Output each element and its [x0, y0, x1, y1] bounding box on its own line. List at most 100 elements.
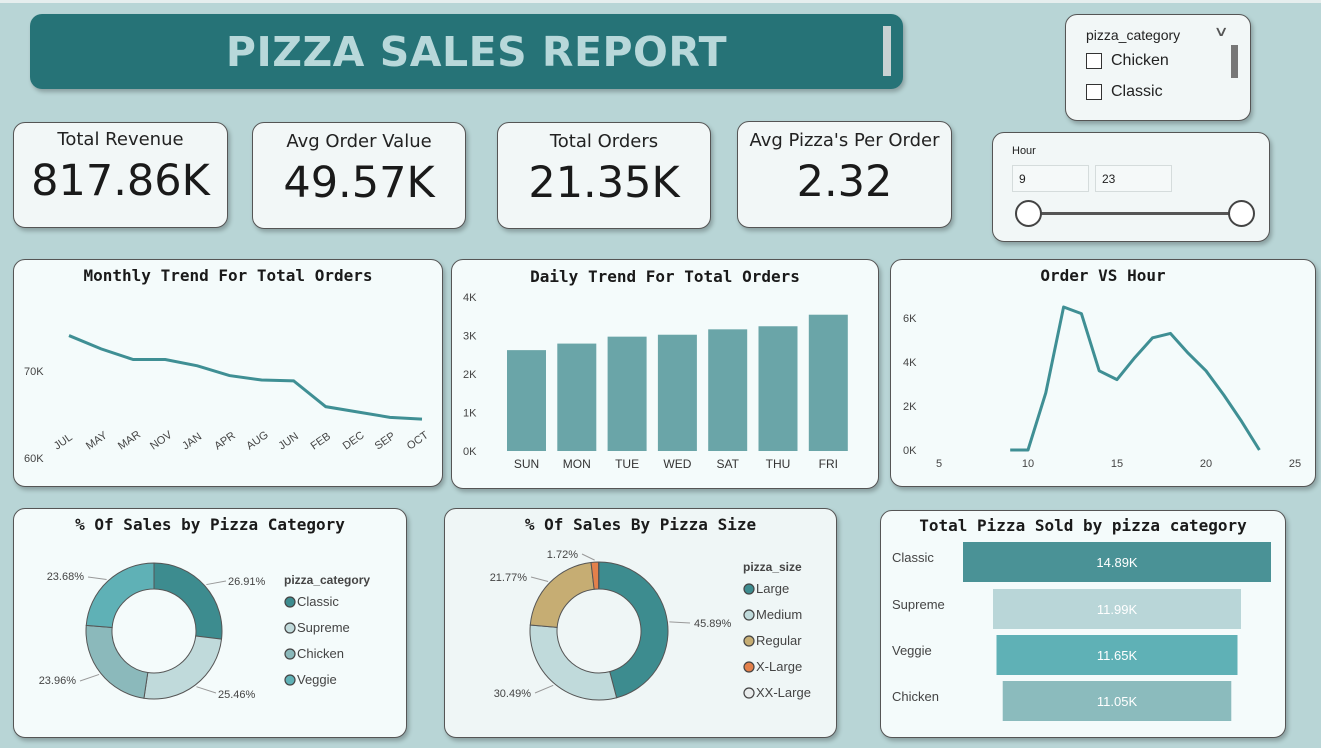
- y-tick-label: 1K: [463, 408, 477, 420]
- monthly-trend-svg: 70K 60K JUL MAY MAR NOV JAN APR AUG JUN FEB DEC SEP O…: [24, 334, 431, 465]
- funnel-bar: [1002, 681, 1232, 721]
- slicer-scrollbar[interactable]: [1231, 45, 1238, 78]
- data-label: 26.91%: [228, 576, 266, 588]
- top-edge: [0, 0, 1321, 3]
- chevron-down-icon[interactable]: ∨: [1213, 23, 1229, 39]
- hour-slider-min-handle[interactable]: [1015, 200, 1042, 227]
- legend-item: Regular: [756, 633, 802, 648]
- category-label: Chicken: [892, 689, 939, 704]
- legend-marker: [284, 674, 296, 686]
- kpi-value: 49.57K: [283, 158, 435, 208]
- y-tick-label: 2K: [463, 369, 477, 381]
- x-tick-label: 5: [936, 458, 942, 470]
- kpi-label: Avg Order Value: [286, 131, 432, 152]
- data-label: 1.72%: [547, 549, 578, 561]
- page-title: PIZZA SALES REPORT: [225, 27, 728, 76]
- data-label: 25.46%: [218, 689, 256, 701]
- bar: [607, 336, 647, 451]
- kpi-avg-pizzas-per-order[interactable]: Avg Pizza's Per Order 2.32: [737, 121, 952, 228]
- label-leader: [534, 684, 554, 694]
- category-donut-svg: 26.91% 25.46% 23.96% 23.68% pizza_category Cl…: [39, 562, 370, 701]
- slicer-option-chicken[interactable]: Chicken: [1086, 52, 1169, 70]
- banner-accent-bar: [883, 26, 891, 76]
- order-vs-hour-chart[interactable]: Order VS Hour 6K 4K 2K 0K 5 10 15 20 25: [890, 259, 1316, 487]
- pie-slice: [598, 561, 669, 699]
- checkbox[interactable]: [1086, 84, 1102, 100]
- x-tick-label: TUE: [615, 457, 639, 471]
- slicer-option-classic[interactable]: Classic: [1086, 83, 1163, 101]
- x-tick-label: SAT: [716, 457, 739, 471]
- kpi-label: Total Revenue: [57, 129, 184, 150]
- kpi-total-revenue[interactable]: Total Revenue 817.86K: [13, 122, 228, 228]
- chart-title: Order VS Hour: [1040, 266, 1166, 285]
- bar: [657, 334, 697, 451]
- daily-trend-chart[interactable]: Daily Trend For Total Orders 4K 3K 2K 1K 0K S…: [451, 259, 879, 489]
- x-tick-label: FRI: [819, 457, 838, 471]
- legend-marker: [284, 622, 296, 634]
- monthly-trend-chart[interactable]: Monthly Trend For Total Orders 70K 60K JUL…: [13, 259, 443, 487]
- legend-item: Classic: [297, 594, 339, 609]
- option-label: Chicken: [1111, 52, 1169, 69]
- series-line: [1010, 305, 1261, 452]
- title-banner: PIZZA SALES REPORT: [30, 14, 903, 89]
- chart-title: Monthly Trend For Total Orders: [83, 266, 373, 285]
- label-leader: [530, 576, 549, 582]
- pie-slice: [529, 561, 595, 628]
- bar: [507, 350, 546, 451]
- hour-slider-track[interactable]: [1029, 212, 1243, 215]
- bar: [557, 343, 597, 451]
- y-tick-label: 6K: [903, 313, 917, 325]
- legend-marker: [743, 635, 755, 647]
- pizza-category-slicer[interactable]: pizza_category ∨ Chicken Classic: [1065, 14, 1251, 121]
- label-leader: [79, 673, 100, 682]
- category-label: Supreme: [892, 597, 945, 612]
- label-leader: [196, 686, 217, 694]
- kpi-total-orders[interactable]: Total Orders 21.35K: [497, 122, 711, 229]
- bar: [808, 314, 848, 451]
- pizza-sold-by-category-chart[interactable]: Total Pizza Sold by pizza category 14.89…: [880, 510, 1286, 738]
- chart-title: Total Pizza Sold by pizza category: [919, 516, 1247, 535]
- pie-slice: [85, 562, 155, 629]
- legend-marker: [743, 661, 755, 673]
- sales-by-category-chart[interactable]: % Of Sales by Pizza Category 26.91% 25.46…: [13, 508, 407, 738]
- legend-item: Medium: [756, 607, 802, 622]
- data-label: 21.77%: [490, 572, 528, 584]
- bar: [708, 329, 748, 451]
- data-label: 23.96%: [39, 675, 77, 687]
- x-tick-label: 25: [1289, 458, 1301, 470]
- y-tick-label: 70K: [24, 366, 44, 378]
- x-tick-label: DEC: [341, 429, 367, 452]
- checkbox[interactable]: [1086, 53, 1102, 69]
- x-tick-label: JAN: [180, 431, 204, 453]
- data-label: 23.68%: [47, 571, 85, 583]
- x-tick-label: APR: [212, 430, 237, 453]
- hour-min-input[interactable]: 9: [1012, 165, 1089, 192]
- legend-item: Chicken: [297, 646, 344, 661]
- y-tick-label: 4K: [903, 357, 917, 369]
- legend-item: X-Large: [756, 659, 802, 674]
- y-tick-label: 2K: [903, 401, 917, 413]
- label-leader: [581, 553, 595, 561]
- data-label: 11.05K: [1097, 694, 1138, 709]
- hour-slicer[interactable]: Hour 9 23: [992, 132, 1270, 242]
- label-leader: [669, 621, 691, 624]
- y-tick-label: 60K: [24, 453, 44, 465]
- legend-item: Veggie: [297, 672, 337, 687]
- data-label: 30.49%: [494, 688, 532, 700]
- kpi-avg-order-value[interactable]: Avg Order Value 49.57K: [252, 122, 466, 229]
- hour-max-input[interactable]: 23: [1095, 165, 1172, 192]
- sales-by-size-chart[interactable]: % Of Sales By Pizza Size 45.89% 30.49% 21.…: [444, 508, 837, 738]
- legend-marker: [743, 687, 755, 699]
- legend-marker: [284, 648, 296, 660]
- x-tick-label: SUN: [514, 457, 539, 471]
- hour-slider-max-handle[interactable]: [1228, 200, 1255, 227]
- x-tick-label: 20: [1200, 458, 1212, 470]
- data-label: 45.89%: [694, 618, 732, 630]
- legend-title: pizza_category: [284, 573, 370, 587]
- size-donut-svg: 45.89% 30.49% 21.77% 1.72% pizza_size Large Me…: [490, 549, 811, 701]
- funnel-bar: [992, 589, 1242, 629]
- legend-marker: [743, 609, 755, 621]
- kpi-label: Avg Pizza's Per Order: [749, 130, 940, 151]
- x-tick-label: FEB: [309, 430, 333, 452]
- pie-slice: [143, 635, 223, 700]
